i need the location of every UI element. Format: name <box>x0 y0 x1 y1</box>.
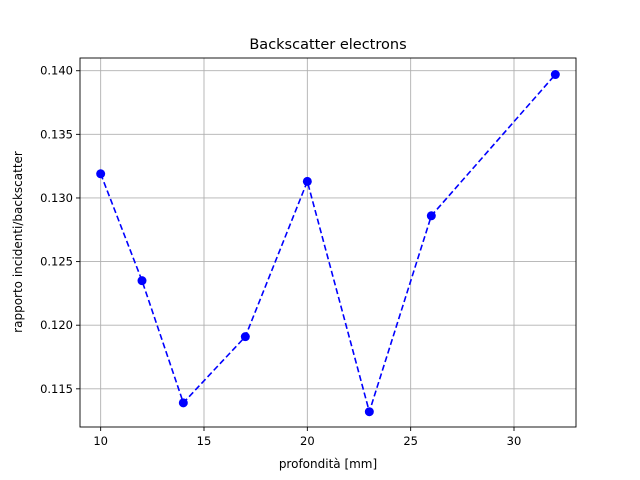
chart-title: Backscatter electrons <box>249 37 406 53</box>
y-axis: 0.115 0.120 0.125 0.130 0.135 0.140 <box>40 64 80 396</box>
x-tick-label: 15 <box>197 434 212 448</box>
plot-frame <box>79 57 577 428</box>
data-point <box>96 169 106 179</box>
y-tick-label: 0.130 <box>40 191 73 205</box>
data-point <box>137 276 147 286</box>
data-point <box>364 407 374 417</box>
data-point <box>550 70 560 80</box>
y-tick-label: 0.135 <box>40 127 73 141</box>
data-point <box>240 332 250 342</box>
data-point <box>178 398 188 408</box>
x-tick-label: 20 <box>300 434 315 448</box>
series-line <box>99 74 556 415</box>
y-tick-label: 0.120 <box>40 318 73 332</box>
x-tick-label: 25 <box>403 434 418 448</box>
grid <box>80 58 576 427</box>
y-axis-label: rapporto incidenti/backscatter <box>11 151 25 333</box>
y-tick-label: 0.125 <box>40 255 73 269</box>
x-axis: 10 15 20 25 30 <box>93 427 521 448</box>
data-point <box>426 211 436 221</box>
y-tick-label: 0.140 <box>40 64 73 78</box>
y-tick-label: 0.115 <box>40 382 73 396</box>
x-tick-label: 30 <box>507 434 522 448</box>
series-layer <box>96 70 560 417</box>
data-point <box>302 176 312 186</box>
x-axis-label: profondità [mm] <box>279 457 377 471</box>
x-tick-label: 10 <box>93 434 108 448</box>
